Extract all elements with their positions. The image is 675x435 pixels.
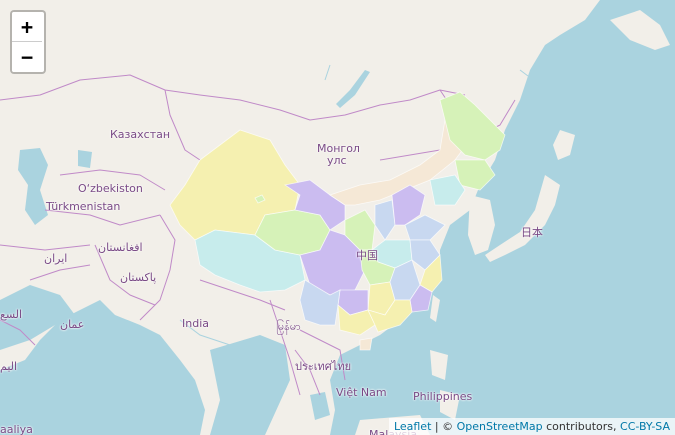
label-yemen: اليم <box>0 360 18 373</box>
label-thailand: ประเทศไทย <box>295 360 352 373</box>
label-afghanistan: افغانستان <box>98 241 143 254</box>
japan-landmass <box>485 175 560 262</box>
label-vietnam: Việt Nam <box>336 386 387 399</box>
china-provinces <box>169 91 506 351</box>
label-philippines: Philippines <box>413 390 473 403</box>
label-oman: عمان <box>60 318 85 331</box>
province-shanxi <box>374 199 396 241</box>
province-heilongjiang <box>439 91 506 161</box>
label-somalia: aaliya <box>0 423 33 435</box>
province-liaoning <box>429 174 466 206</box>
province-tibet <box>194 229 306 293</box>
province-yunnan <box>299 279 341 326</box>
attribution-contributors: contributors, <box>542 420 621 433</box>
zoom-control: + − <box>10 10 46 74</box>
province-zhejiang <box>419 254 443 293</box>
label-pakistan: پاکستان <box>120 271 157 284</box>
osm-link[interactable]: OpenStreetMap <box>456 420 543 433</box>
label-mongolia-line2: улс <box>327 154 347 167</box>
label-kazakhstan: Казахстан <box>110 128 171 141</box>
license-link[interactable]: CC-BY-SA <box>620 420 670 433</box>
zoom-in-button[interactable]: + <box>12 12 42 42</box>
label-india: India <box>182 317 209 330</box>
attribution-bar: Leaflet | © OpenStreetMap contributors, … <box>388 418 675 435</box>
label-china: 中国 <box>356 249 378 262</box>
label-japan: 日本 <box>521 226 543 239</box>
province-gansu <box>283 179 346 231</box>
province-guangdong <box>367 299 413 333</box>
leaflet-link[interactable]: Leaflet <box>393 420 432 433</box>
taiwan-landmass <box>430 295 440 322</box>
zoom-out-button[interactable]: − <box>12 42 42 72</box>
label-saudi: السع <box>0 308 23 321</box>
label-turkmenistan: Türkmenistan <box>46 200 121 213</box>
label-mongolia-line1: Монгол <box>317 142 360 155</box>
province-hainan <box>359 337 373 351</box>
province-hebei <box>391 184 426 226</box>
label-uzbekistan: O‘zbekiston <box>78 182 143 195</box>
attribution-separator: | © <box>431 420 457 433</box>
province-shandong <box>404 214 446 241</box>
label-myanmar: မြန်မာ <box>276 320 301 333</box>
korea-landmass <box>468 195 495 255</box>
label-iran: ایران <box>44 252 68 265</box>
